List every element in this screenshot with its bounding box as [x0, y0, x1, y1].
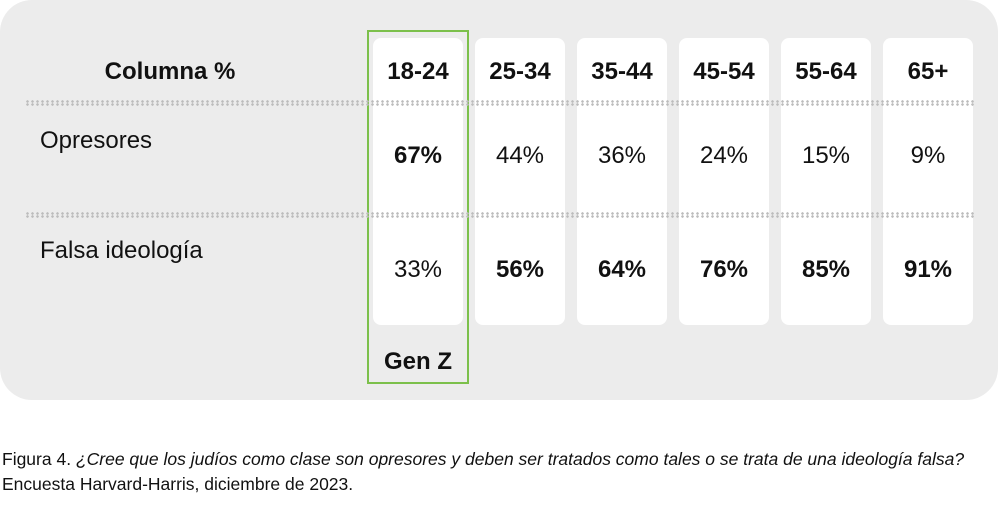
table-cell: 44% [495, 142, 545, 169]
row-label: Opresores [40, 127, 153, 154]
table-cell: 64% [597, 256, 647, 283]
column-header: 25-34 [489, 58, 551, 85]
column-card [679, 38, 769, 325]
table-cell: 33% [393, 256, 443, 283]
column-header: 45-54 [693, 58, 755, 85]
column-card [577, 38, 667, 325]
table-cell: 76% [699, 256, 749, 283]
column-header: 35-44 [591, 58, 653, 85]
column-card [781, 38, 871, 325]
caption: Figura 4. ¿Cree que los judíos como clas… [2, 447, 996, 497]
column-card [475, 38, 565, 325]
column-header: Columna % [104, 58, 236, 85]
column-card [883, 38, 973, 325]
column-header: 55-64 [795, 58, 857, 85]
table-panel: Columna % 18-24 25-34 35-44 45-54 55-64 65+ Opr… [0, 0, 998, 400]
gen-z-label: Gen Z [383, 348, 453, 375]
column-card [373, 38, 463, 325]
row-label: Falsa ideología [40, 237, 203, 264]
caption-question: ¿Cree que los judíos como clase son opre… [75, 449, 965, 469]
table-cell: 85% [801, 256, 851, 283]
table-cell: 67% [393, 142, 443, 169]
divider [25, 100, 975, 106]
table-cell: 9% [910, 142, 946, 169]
caption-source: Encuesta Harvard-Harris, diciembre de 20… [2, 474, 354, 494]
table-cell: 24% [699, 142, 749, 169]
caption-label: Figura 4. [2, 449, 72, 469]
column-header: 18-24 [387, 58, 449, 85]
gen-z-highlight [367, 30, 469, 384]
column-header: 65+ [907, 58, 949, 85]
table-cell: 91% [903, 256, 953, 283]
divider [25, 212, 975, 218]
table-cell: 36% [597, 142, 647, 169]
table-cell: 15% [801, 142, 851, 169]
table-cell: 56% [495, 256, 545, 283]
